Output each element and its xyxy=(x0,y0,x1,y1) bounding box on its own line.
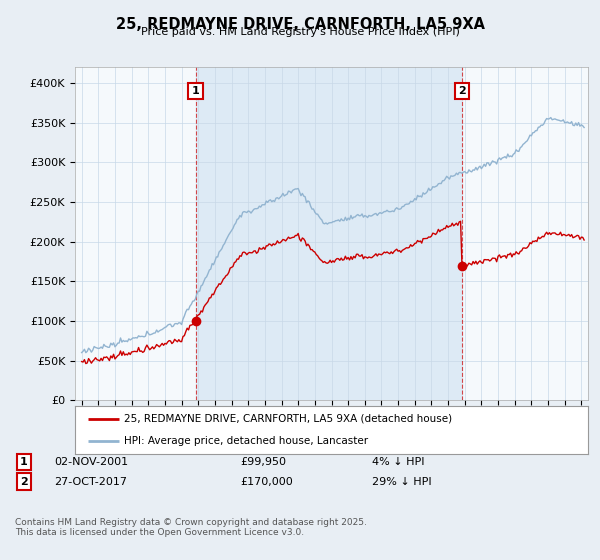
Text: 25, REDMAYNE DRIVE, CARNFORTH, LA5 9XA (detached house): 25, REDMAYNE DRIVE, CARNFORTH, LA5 9XA (… xyxy=(124,414,452,424)
Text: 02-NOV-2001: 02-NOV-2001 xyxy=(54,457,128,467)
Text: £99,950: £99,950 xyxy=(240,457,286,467)
Text: 2: 2 xyxy=(20,477,28,487)
Text: 25, REDMAYNE DRIVE, CARNFORTH, LA5 9XA: 25, REDMAYNE DRIVE, CARNFORTH, LA5 9XA xyxy=(115,17,485,32)
Text: 1: 1 xyxy=(20,457,28,467)
Text: Contains HM Land Registry data © Crown copyright and database right 2025.
This d: Contains HM Land Registry data © Crown c… xyxy=(15,518,367,538)
Text: 27-OCT-2017: 27-OCT-2017 xyxy=(54,477,127,487)
Text: 4% ↓ HPI: 4% ↓ HPI xyxy=(372,457,425,467)
Bar xyxy=(196,67,462,400)
Text: Price paid vs. HM Land Registry's House Price Index (HPI): Price paid vs. HM Land Registry's House … xyxy=(140,27,460,37)
Text: HPI: Average price, detached house, Lancaster: HPI: Average price, detached house, Lanc… xyxy=(124,436,368,446)
Text: 2: 2 xyxy=(458,86,466,96)
Text: 29% ↓ HPI: 29% ↓ HPI xyxy=(372,477,431,487)
Text: £170,000: £170,000 xyxy=(240,477,293,487)
Text: 1: 1 xyxy=(192,86,199,96)
